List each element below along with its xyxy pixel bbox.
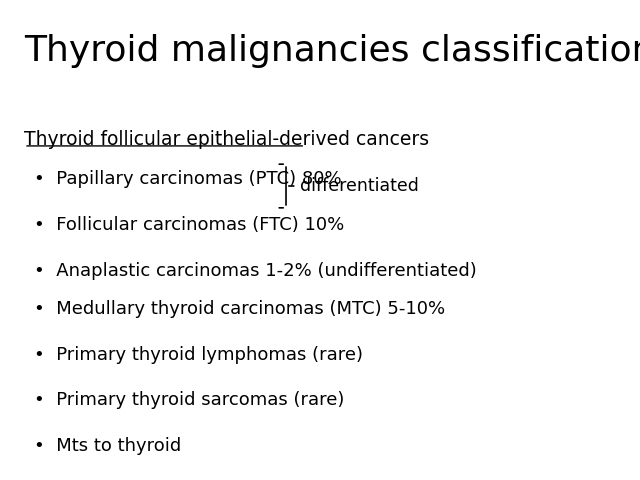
- Text: •  Medullary thyroid carcinomas (MTC) 5-10%: • Medullary thyroid carcinomas (MTC) 5-1…: [34, 300, 445, 318]
- Text: •  Mts to thyroid: • Mts to thyroid: [34, 437, 181, 455]
- Text: •  Follicular carcinomas (FTC) 10%: • Follicular carcinomas (FTC) 10%: [34, 216, 344, 234]
- Text: •  Primary thyroid lymphomas (rare): • Primary thyroid lymphomas (rare): [34, 346, 363, 364]
- Text: •  Anaplastic carcinomas 1-2% (undifferentiated): • Anaplastic carcinomas 1-2% (undifferen…: [34, 262, 476, 279]
- Text: •  Papillary carcinomas (PTC) 80%: • Papillary carcinomas (PTC) 80%: [34, 170, 341, 188]
- Text: Thyroid malignancies classification: Thyroid malignancies classification: [24, 34, 640, 68]
- Text: differentiated: differentiated: [300, 177, 419, 195]
- Text: •  Primary thyroid sarcomas (rare): • Primary thyroid sarcomas (rare): [34, 391, 344, 409]
- Text: Thyroid follicular epithelial-derived cancers: Thyroid follicular epithelial-derived ca…: [24, 130, 429, 149]
